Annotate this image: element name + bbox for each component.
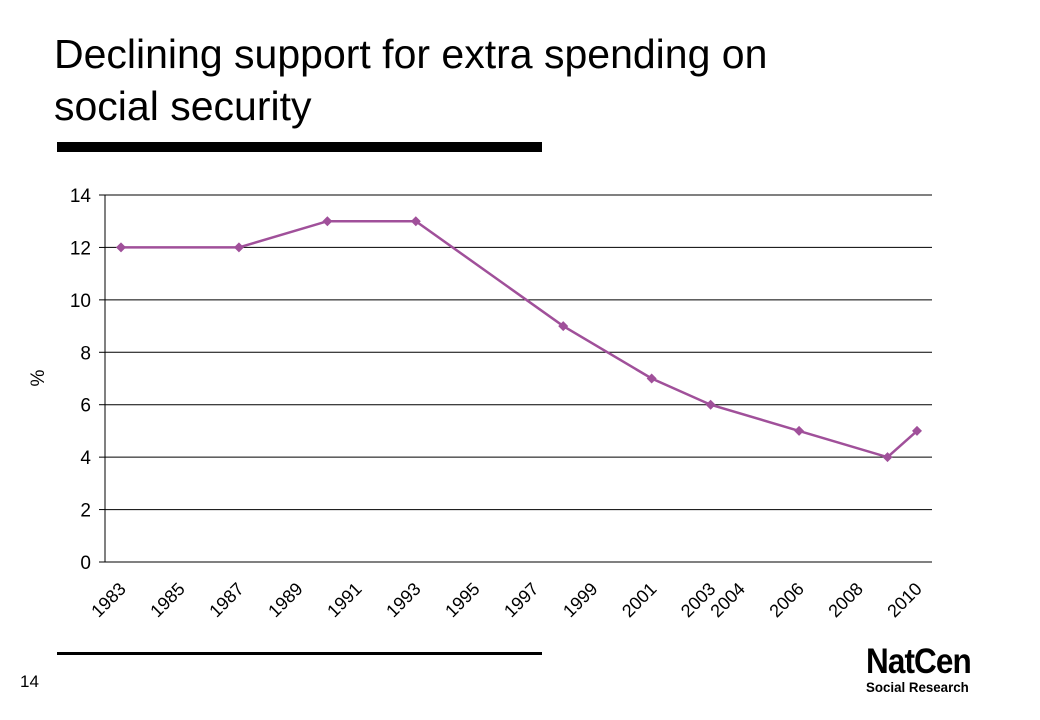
x-tick-label: 1987 xyxy=(205,579,247,621)
data-point xyxy=(233,242,244,253)
y-tick-labels: 0 2 4 6 8 10 12 14 xyxy=(70,186,92,574)
x-tick-label: 2010 xyxy=(883,579,925,621)
x-tick-label: 1997 xyxy=(500,579,542,621)
x-tick-label: 1993 xyxy=(382,579,424,621)
data-point xyxy=(882,452,893,463)
natcen-logo: NatCen Social Research xyxy=(866,642,986,695)
x-tick-label: 2001 xyxy=(618,579,660,621)
y-tick-label: 14 xyxy=(70,186,92,207)
y-axis-label: % xyxy=(28,369,49,386)
logo-name: NatCen xyxy=(866,642,972,681)
data-point xyxy=(912,425,922,436)
x-tick-label: 1991 xyxy=(323,579,365,621)
data-point xyxy=(558,321,569,332)
x-tick-label: 1995 xyxy=(441,579,483,621)
data-point xyxy=(322,216,333,227)
x-tick-label: 2008 xyxy=(824,579,866,621)
x-tick-label: 1989 xyxy=(264,579,306,621)
data-point xyxy=(705,399,716,410)
y-tick-label: 10 xyxy=(70,291,91,312)
data-point xyxy=(646,373,657,384)
slide-number: 14 xyxy=(20,672,39,691)
axes xyxy=(99,194,932,563)
x-tick-label: 1983 xyxy=(87,579,129,621)
x-tick-label: 2004 xyxy=(706,579,748,621)
x-tick-label: 2006 xyxy=(765,579,807,621)
gridlines xyxy=(105,194,932,563)
y-tick-label: 12 xyxy=(70,238,91,259)
y-tick-label: 2 xyxy=(80,501,91,522)
slide-title: Declining support for extra spending on … xyxy=(54,31,768,129)
x-tick-labels: 1983 1985 1987 1989 1991 1993 1995 1997 1999 2001… xyxy=(87,579,925,621)
y-tick-label: 8 xyxy=(80,343,91,364)
footer-rule xyxy=(57,652,542,655)
y-tick-label: 0 xyxy=(80,553,91,574)
y-tick-label: 4 xyxy=(80,448,91,469)
y-tick-label: 6 xyxy=(80,396,91,417)
x-tick-label: 1985 xyxy=(146,579,188,621)
title-underline xyxy=(57,142,542,152)
x-tick-label: 1999 xyxy=(559,579,601,621)
logo-tagline: Social Research xyxy=(866,679,969,695)
data-series xyxy=(116,216,922,463)
data-point xyxy=(116,242,126,253)
data-point xyxy=(794,425,805,436)
data-point xyxy=(410,216,421,227)
series-line xyxy=(121,219,918,459)
